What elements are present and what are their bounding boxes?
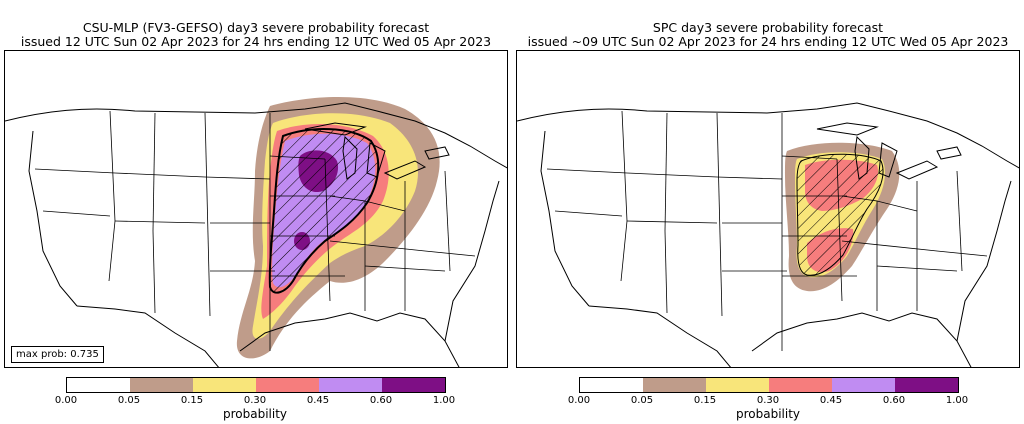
left-panel-subtitle: issued 12 UTC Sun 02 Apr 2023 for 24 hrs… <box>20 34 492 49</box>
right-panel: SPC day3 severe probability forecast iss… <box>512 0 1024 424</box>
left-colorbar-ticks: 0.00 0.05 0.15 0.30 0.45 0.60 1.00 <box>55 395 455 409</box>
left-colorbar <box>66 377 446 393</box>
tick-label: 1.00 <box>432 395 456 406</box>
tick-label: 0.60 <box>882 395 906 406</box>
colorbar-segment-3 <box>769 378 832 392</box>
colorbar-segment-2 <box>193 378 256 392</box>
colorbar-segment-1 <box>643 378 706 392</box>
left-panel-title: CSU-MLP (FV3-GEFSO) day3 severe probabil… <box>82 20 430 35</box>
tick-label: 1.00 <box>945 395 969 406</box>
colorbar-segment-4 <box>832 378 895 392</box>
right-colorbar <box>579 377 959 393</box>
colorbar-segment-5 <box>382 378 445 392</box>
colorbar-segment-4 <box>319 378 382 392</box>
colorbar-segment-0 <box>67 378 130 392</box>
tick-label: 0.45 <box>306 395 330 406</box>
colorbar-label: probability <box>222 407 288 421</box>
tick-label: 0.30 <box>243 395 267 406</box>
colorbar-label: probability <box>735 407 801 421</box>
left-panel: CSU-MLP (FV3-GEFSO) day3 severe probabil… <box>4 20 508 421</box>
right-panel-title: SPC day3 severe probability forecast <box>652 20 884 35</box>
right-colorbar-ticks: 0.00 0.05 0.15 0.30 0.45 0.60 1.00 <box>568 395 968 409</box>
colorbar-segment-5 <box>895 378 958 392</box>
tick-label: 0.00 <box>54 395 78 406</box>
sig-severe-hatch <box>796 153 884 276</box>
tick-label: 0.45 <box>819 395 843 406</box>
colorbar-segment-2 <box>706 378 769 392</box>
tick-label: 0.05 <box>117 395 141 406</box>
colorbar-segment-1 <box>130 378 193 392</box>
tick-label: 0.30 <box>756 395 780 406</box>
tick-label: 0.05 <box>630 395 654 406</box>
tick-label: 0.15 <box>693 395 717 406</box>
tick-label: 0.60 <box>369 395 393 406</box>
tick-label: 0.00 <box>567 395 591 406</box>
tick-label: 0.15 <box>180 395 204 406</box>
left-map: max prob: 0.735 <box>4 50 508 368</box>
max-prob-label: max prob: 0.735 <box>11 346 104 363</box>
colorbar-segment-0 <box>580 378 643 392</box>
sig-severe-hatch <box>268 128 380 294</box>
right-map <box>516 50 1020 368</box>
right-panel-subtitle: issued ~09 UTC Sun 02 Apr 2023 for 24 hr… <box>527 34 1009 49</box>
colorbar-segment-3 <box>256 378 319 392</box>
